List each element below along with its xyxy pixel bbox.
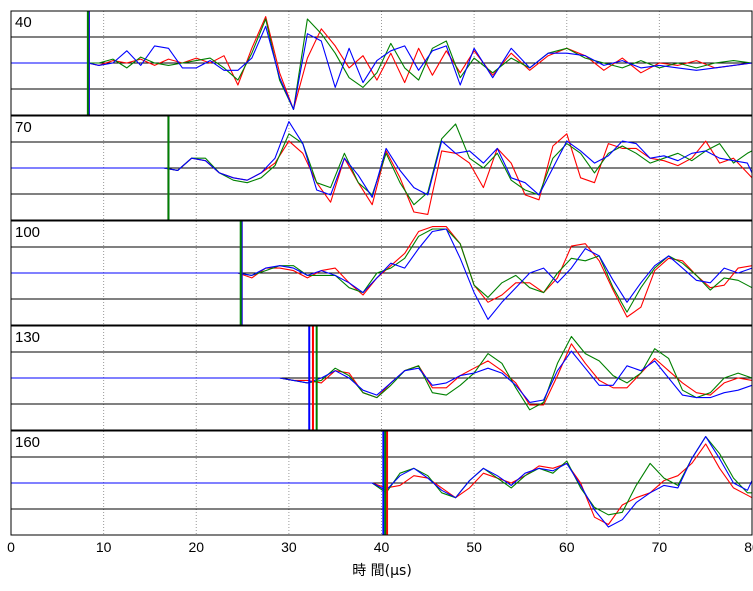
x-tick-label: 70 [652,539,668,555]
panel-label-background [12,432,46,451]
series-line-blue [11,25,753,110]
panel-label-background [12,327,46,346]
series-line-blue [11,228,753,320]
panels-layer: 40 70 100 130 160 [10,10,753,536]
panel-frame [10,430,753,536]
x-tick-label: 40 [374,539,390,555]
panel-100: 100 [10,220,753,326]
panel-label: 100 [15,224,40,241]
series-line-green [11,335,753,411]
series-line-blue [11,121,753,198]
panel-label-background [12,117,46,136]
series-line-green [11,123,753,206]
x-tick-label: 10 [96,539,112,555]
panel-label: 40 [15,14,32,31]
series-line-green [11,18,753,110]
panel-label: 70 [15,119,32,136]
series-line-blue [11,436,753,528]
panel-160: 160 [10,430,753,536]
panel-label: 160 [15,434,40,451]
x-axis-ticks: 0 10 20 30 40 50 60 70 80 [7,539,753,555]
x-tick-label: 50 [466,539,482,555]
x-tick-label: 30 [281,539,297,555]
panel-label-background [12,12,46,31]
series-line-green [11,228,753,313]
panel-40: 40 [10,10,753,116]
panel-frame [10,115,753,221]
panel-label-background [12,222,46,241]
series-line-red [11,443,753,526]
series-line-blue [11,350,753,403]
panel-frame [10,10,753,116]
panel-frame [10,220,753,326]
panel-130: 130 [10,325,753,431]
x-tick-label: 0 [7,539,15,555]
panel-70: 70 [10,115,753,221]
panel-frame [10,325,753,431]
x-tick-label: 20 [188,539,204,555]
panel-label: 130 [15,329,40,346]
x-tick-label: 60 [559,539,575,555]
series-line-red [11,343,753,406]
x-tick-label: 80 [744,539,753,555]
x-axis-title: 時 間(μs) [352,563,412,579]
